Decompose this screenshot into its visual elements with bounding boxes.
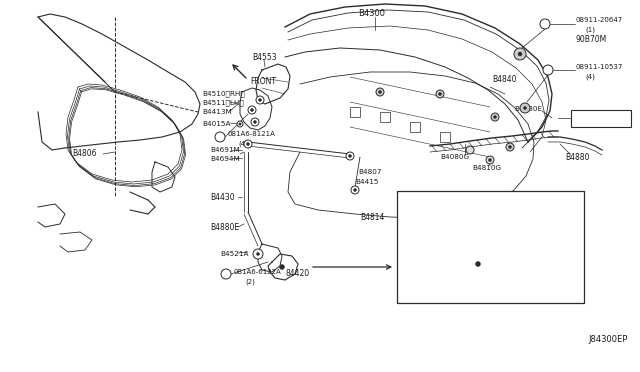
Text: B: B bbox=[222, 272, 226, 276]
Text: B4510〈RH〉: B4510〈RH〉 bbox=[202, 91, 244, 97]
Text: B4511〈LH〉: B4511〈LH〉 bbox=[202, 100, 244, 106]
Circle shape bbox=[438, 93, 442, 96]
Text: B4521A: B4521A bbox=[220, 251, 248, 257]
Circle shape bbox=[351, 186, 359, 194]
Text: B4810G: B4810G bbox=[472, 165, 501, 171]
Bar bbox=[440, 132, 450, 142]
FancyBboxPatch shape bbox=[571, 110, 631, 127]
Circle shape bbox=[514, 48, 526, 60]
Circle shape bbox=[543, 65, 553, 75]
Text: N: N bbox=[544, 67, 548, 73]
Circle shape bbox=[491, 113, 499, 121]
Text: B: B bbox=[216, 135, 220, 140]
Text: (2): (2) bbox=[245, 279, 255, 285]
Circle shape bbox=[540, 19, 550, 29]
Circle shape bbox=[346, 152, 354, 160]
Text: B4415: B4415 bbox=[355, 179, 378, 185]
Text: S: VQ35HR: S: VQ35HR bbox=[405, 198, 449, 206]
Circle shape bbox=[488, 158, 492, 161]
Text: B: B bbox=[411, 215, 415, 219]
Text: B4694M: B4694M bbox=[210, 156, 240, 162]
Text: (4): (4) bbox=[238, 141, 248, 147]
Circle shape bbox=[246, 142, 250, 145]
Circle shape bbox=[349, 154, 351, 157]
Circle shape bbox=[436, 90, 444, 98]
Text: B4880: B4880 bbox=[565, 153, 589, 161]
Circle shape bbox=[237, 121, 243, 127]
Circle shape bbox=[253, 249, 263, 259]
Circle shape bbox=[376, 88, 384, 96]
Text: 08911-10537: 08911-10537 bbox=[576, 64, 623, 70]
Circle shape bbox=[493, 115, 497, 119]
Text: N: N bbox=[541, 22, 545, 26]
Circle shape bbox=[256, 96, 264, 104]
Text: B4691M: B4691M bbox=[210, 147, 240, 153]
Text: B4080E: B4080E bbox=[514, 106, 542, 112]
Text: J84300EP: J84300EP bbox=[589, 336, 628, 344]
Circle shape bbox=[520, 103, 530, 113]
Bar bbox=[350, 107, 360, 117]
Bar bbox=[380, 112, 390, 122]
Circle shape bbox=[221, 269, 231, 279]
Circle shape bbox=[466, 146, 474, 154]
Circle shape bbox=[239, 123, 241, 125]
Circle shape bbox=[250, 109, 253, 112]
Circle shape bbox=[509, 145, 511, 148]
Circle shape bbox=[215, 132, 225, 142]
Text: B4413M: B4413M bbox=[202, 109, 232, 115]
Text: B4880E: B4880E bbox=[210, 222, 239, 231]
Text: 081A6-6122A: 081A6-6122A bbox=[422, 211, 470, 217]
Text: B4553: B4553 bbox=[252, 52, 276, 61]
Circle shape bbox=[257, 253, 259, 256]
Circle shape bbox=[244, 140, 252, 148]
Circle shape bbox=[518, 52, 522, 56]
Circle shape bbox=[476, 262, 481, 266]
Text: B4300: B4300 bbox=[358, 10, 385, 19]
Text: B4814: B4814 bbox=[360, 212, 385, 221]
Circle shape bbox=[353, 189, 356, 192]
Circle shape bbox=[248, 106, 256, 114]
Circle shape bbox=[251, 118, 259, 126]
Text: (1): (1) bbox=[585, 27, 595, 33]
Text: B4810M: B4810M bbox=[574, 113, 605, 122]
Text: B4840: B4840 bbox=[492, 76, 516, 84]
Text: 081A6-6122A: 081A6-6122A bbox=[233, 269, 281, 275]
Text: 84420: 84420 bbox=[285, 269, 309, 279]
Text: B4430: B4430 bbox=[210, 192, 235, 202]
Text: B4420: B4420 bbox=[508, 263, 532, 272]
Text: B4806: B4806 bbox=[72, 150, 97, 158]
Circle shape bbox=[486, 156, 494, 164]
Text: B4807: B4807 bbox=[358, 169, 381, 175]
Text: B4080G: B4080G bbox=[440, 154, 469, 160]
Text: 08911-20647: 08911-20647 bbox=[576, 17, 623, 23]
Text: FRONT: FRONT bbox=[250, 77, 276, 87]
Bar bbox=[410, 122, 420, 132]
Circle shape bbox=[524, 106, 527, 109]
Text: 081A6-8121A: 081A6-8121A bbox=[227, 131, 275, 137]
Circle shape bbox=[259, 99, 262, 102]
Circle shape bbox=[410, 212, 420, 222]
Text: (2): (2) bbox=[432, 221, 442, 227]
Text: 90B70M: 90B70M bbox=[576, 35, 607, 44]
Text: (4): (4) bbox=[585, 74, 595, 80]
Circle shape bbox=[253, 121, 257, 124]
Text: B4015A: B4015A bbox=[202, 121, 230, 127]
Circle shape bbox=[378, 90, 381, 93]
FancyBboxPatch shape bbox=[397, 191, 584, 303]
Circle shape bbox=[280, 264, 285, 269]
Circle shape bbox=[506, 143, 514, 151]
